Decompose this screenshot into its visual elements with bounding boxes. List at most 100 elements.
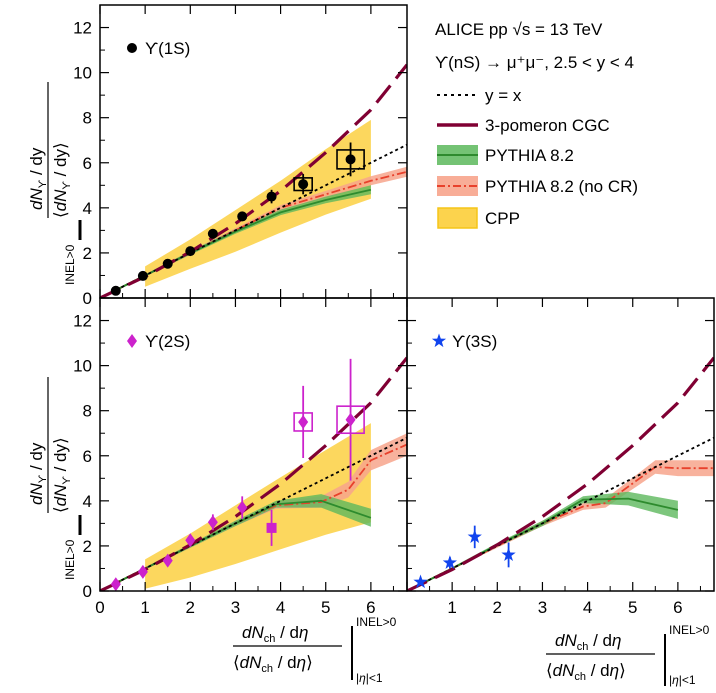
legend-collab: ALICE pp √s = 13 TeV [435, 20, 603, 39]
xlabel-left: dNch / dη ⟨dNch / dη⟩ INEL>0 |η|<1 [233, 615, 397, 685]
svg-text:⟨dNch / dη⟩: ⟨dNch / dη⟩ [546, 661, 626, 683]
legend-nocr-label: PYTHIA 8.2 (no CR) [485, 177, 638, 196]
pythia-band [407, 491, 678, 591]
data-point [266, 522, 277, 533]
svg-text:INEL>0: INEL>0 [669, 623, 710, 637]
models-br [407, 356, 714, 591]
syst-box [293, 177, 313, 192]
x-tick-label: 5 [321, 598, 330, 617]
x-tick-label: 2 [493, 598, 502, 617]
svg-text:dNϒ / dy: dNϒ / dy [27, 147, 49, 210]
svg-text:⟨dNϒ / dy⟩: ⟨dNϒ / dy⟩ [51, 142, 73, 218]
y-tick-label: 12 [73, 312, 92, 331]
y-tick-label: 2 [83, 537, 92, 556]
data-point [345, 154, 356, 165]
svg-text:INEL>0: INEL>0 [63, 244, 77, 285]
models-bl [100, 356, 407, 591]
svg-text:⟨dNϒ / dy⟩: ⟨dNϒ / dy⟩ [51, 437, 73, 513]
data-point [137, 564, 148, 579]
legend-cgc-label: 3-pomeron CGC [485, 116, 610, 135]
x-tick-label: 5 [628, 598, 637, 617]
y-tick-label: 8 [83, 109, 92, 128]
pythia-band [100, 494, 371, 591]
cgc-line [407, 356, 714, 591]
data-point [127, 334, 137, 348]
data-point [237, 500, 248, 515]
panel-label: ϒ(1S) [145, 39, 190, 58]
data-point [137, 270, 148, 281]
data-point [413, 574, 428, 589]
syst-box [336, 149, 365, 170]
x-tick-label: 4 [583, 598, 592, 617]
ylabel-bottom: dNϒ / dy ⟨dNϒ / dy⟩ INEL>0 [27, 377, 82, 580]
x-tick-label: 4 [276, 598, 285, 617]
y-tick-label: 4 [83, 199, 92, 218]
x-tick-label: 1 [447, 598, 456, 617]
data-point [162, 258, 173, 269]
data-point [207, 515, 218, 530]
syst-box [336, 405, 365, 435]
x-tick-label: 1 [140, 598, 149, 617]
x-tick-label: 3 [538, 598, 547, 617]
pythia-nocr-line [407, 466, 714, 591]
x-tick-label: 6 [366, 598, 375, 617]
data-point [266, 191, 277, 202]
data-point [185, 246, 196, 257]
y-tick-label: 0 [83, 289, 92, 308]
panel-label: ϒ(2S) [145, 332, 190, 351]
data-point [298, 179, 309, 190]
svg-text:|η|<1: |η|<1 [356, 671, 383, 685]
data-point [501, 547, 516, 561]
legend-cpp-swatch [437, 207, 478, 229]
y-tick-label: 10 [73, 357, 92, 376]
svg-text:INEL>0: INEL>0 [63, 539, 77, 580]
cgc-line [100, 63, 407, 298]
y-tick-label: 8 [83, 402, 92, 421]
data-point [442, 555, 457, 569]
y-tick-label: 4 [83, 492, 92, 511]
frame-bottom-right [406, 297, 715, 592]
x-tick-label: 3 [231, 598, 240, 617]
data-point [127, 43, 137, 53]
data-point [185, 533, 196, 548]
legend-decay: ϒ(nS) → μ⁺μ⁻, 2.5 < y < 4 [435, 53, 634, 72]
xlabel-right: dNch / dη ⟨dNch / dη⟩ INEL>0 |η|<1 [546, 623, 710, 687]
svg-text:dNϒ / dy: dNϒ / dy [27, 442, 49, 505]
data-point [207, 228, 218, 239]
legend-yx-label: y = x [485, 86, 522, 105]
legend-pythia-label: PYTHIA 8.2 [485, 146, 574, 165]
panel-label: ϒ(3S) [452, 332, 497, 351]
svg-text:dNch / dη: dNch / dη [555, 631, 621, 653]
y-tick-label: 0 [83, 582, 92, 601]
panel-upsilon-3s: ϒ(3S) 1 2 3 4 5 6 [406, 298, 714, 617]
x-tick-label: 2 [186, 598, 195, 617]
cpp-band [145, 119, 371, 287]
y-tick-label: 12 [73, 19, 92, 38]
svg-text:dNch / dη: dNch / dη [242, 623, 308, 645]
pythia-nocr-band [407, 460, 714, 591]
cpp-band [145, 423, 371, 589]
y-tick-label: 10 [73, 64, 92, 83]
pythia-line [407, 497, 679, 591]
x-tick-label: 6 [673, 598, 682, 617]
svg-text:⟨dNch / dη⟩: ⟨dNch / dη⟩ [233, 653, 313, 675]
svg-text:|η|<1: |η|<1 [669, 673, 696, 687]
svg-text:INEL>0: INEL>0 [356, 615, 397, 629]
data-point [298, 414, 309, 429]
panel-upsilon-1s: 0 2 4 6 8 10 12 ϒ(1S) [73, 5, 407, 308]
syst-box [293, 412, 313, 432]
data-point [237, 211, 248, 222]
pythia-nocr-line [100, 443, 407, 591]
y-tick-label: 2 [83, 244, 92, 263]
y-tick-label: 6 [83, 447, 92, 466]
y-tick-label: 6 [83, 154, 92, 173]
x-tick-label: 0 [95, 598, 104, 617]
models-tl [100, 63, 407, 298]
data-point [110, 577, 121, 592]
data-point [431, 333, 447, 348]
legend: ALICE pp √s = 13 TeV ϒ(nS) → μ⁺μ⁻, 2.5 <… [435, 20, 638, 229]
data-point [345, 412, 356, 427]
legend-cpp-label: CPP [485, 209, 520, 228]
